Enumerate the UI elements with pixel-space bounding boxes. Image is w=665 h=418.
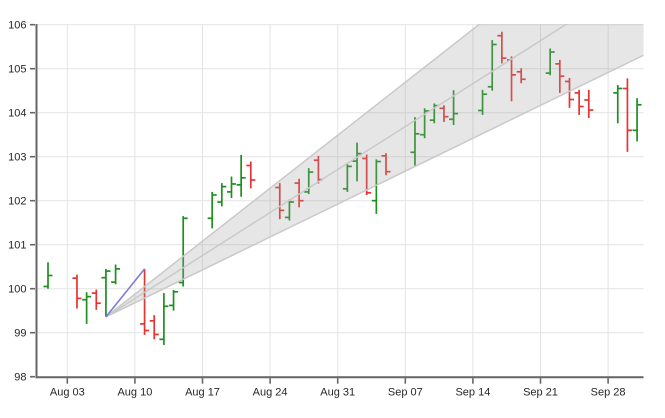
- y-axis-label: 99: [14, 328, 26, 340]
- ohlc-bar: [72, 274, 82, 309]
- ohlc-bar: [226, 176, 236, 199]
- ohlc-bar: [304, 168, 314, 195]
- ohlc-bar: [294, 178, 304, 208]
- axis-labels: 98 99 100 101 102 103 104 105 106 Aug 03 Aug 10 Aug…: [8, 20, 625, 399]
- ohlc-bar: [564, 77, 574, 108]
- ohlc-bar: [169, 290, 179, 311]
- x-axis-label: Sep 28: [591, 387, 626, 399]
- ohlc-bar: [487, 40, 497, 91]
- ohlc-bar: [352, 142, 362, 182]
- grid: [36, 24, 644, 378]
- fan-middle-ray: [105, 24, 569, 318]
- ohlc-bar: [159, 293, 169, 346]
- ohlc-bar: [420, 108, 430, 139]
- y-axis-label: 106: [8, 20, 26, 32]
- ohlc-bar: [342, 164, 352, 192]
- ohlc-bar: [478, 89, 488, 115]
- ohlc-bar: [574, 89, 584, 115]
- ohlc-bar: [516, 68, 526, 84]
- fan-lower-ray: [105, 54, 644, 318]
- ohlc-bar: [632, 98, 642, 142]
- y-axis-label: 105: [8, 64, 26, 76]
- ohlc-bar: [371, 159, 381, 214]
- y-axis-label: 98: [14, 372, 26, 384]
- ohlc-bar: [410, 117, 420, 166]
- ohlc-bar: [91, 289, 101, 310]
- ohlc-bar: [555, 59, 565, 93]
- x-axis-label: Aug 24: [253, 387, 288, 399]
- ohlc-bar: [246, 161, 256, 189]
- fan-fill: [105, 24, 644, 317]
- y-axis-label: 104: [8, 108, 26, 120]
- ohlc-bar: [207, 191, 217, 229]
- ohlc-bar: [284, 199, 294, 221]
- y-axis-label: 102: [8, 196, 26, 208]
- x-axis-label: Sep 14: [455, 387, 490, 399]
- y-axis-label: 103: [8, 152, 26, 164]
- ohlc-bar: [140, 268, 150, 335]
- y-axis-label: 100: [8, 284, 26, 296]
- ohlc-bar: [149, 315, 159, 340]
- y-axis-label: 101: [8, 240, 26, 252]
- x-axis-label: Aug 03: [50, 387, 85, 399]
- ohlc-bar: [362, 154, 372, 195]
- axes: [35, 24, 644, 379]
- x-axis-label: Aug 10: [117, 387, 152, 399]
- ohlc-bar: [497, 31, 507, 64]
- ohlc-bar: [439, 105, 449, 122]
- ohlc-bar: [43, 262, 53, 289]
- x-axis-label: Aug 31: [320, 387, 355, 399]
- ohlc-bar: [82, 292, 92, 324]
- fan-channel: [105, 24, 644, 318]
- tick-marks: [30, 23, 609, 384]
- ohlc-bar: [613, 84, 623, 124]
- ohlc-bar: [111, 264, 121, 285]
- ohlc-bar: [236, 154, 246, 197]
- fan-upper-ray: [105, 24, 481, 318]
- ohlc-bar: [622, 78, 632, 152]
- x-axis-label: Aug 17: [185, 387, 220, 399]
- trendline: [105, 268, 146, 318]
- x-axis-label: Sep 21: [523, 387, 558, 399]
- ohlc-bar: [101, 268, 111, 317]
- ohlc-bar: [275, 183, 285, 220]
- x-axis-label: Sep 07: [388, 387, 423, 399]
- ohlc-bar: [545, 48, 555, 76]
- ohlc-bar: [584, 89, 594, 118]
- ohlc-bar: [381, 153, 391, 176]
- ohlc-bar: [217, 183, 227, 207]
- ohlc-bars: [43, 31, 642, 346]
- ohlc-bar: [178, 216, 188, 287]
